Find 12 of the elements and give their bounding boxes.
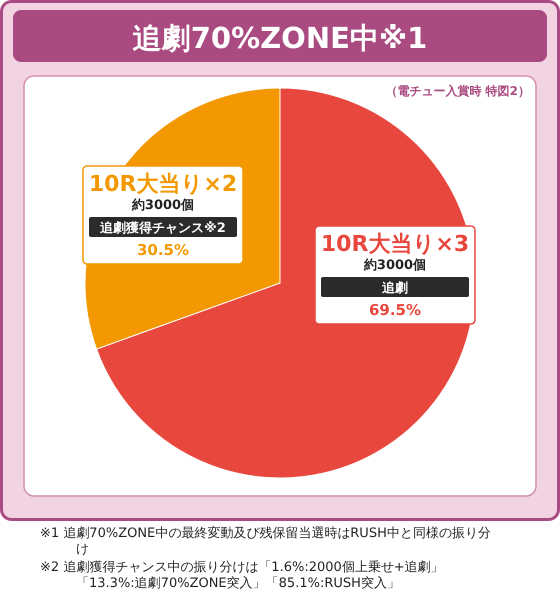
chart-subtitle: （電チュー入賞時 特図2） [385,84,530,98]
data-label: 69.5% [368,301,422,319]
text: 約3000個 [362,258,426,273]
text: ※2 追劇獲得チャンス中の振り分けは「1.6%:2000個上乗せ+追劇」「13.3%:追劇70%ZONE突入」「85.1%:RUSH突入」 [40,560,445,592]
text: ※1 追劇70%ZONE中の最終変動及び残保留当選時はRUSH中と同様の振り分け [40,526,492,558]
text: 追劇獲得チャンス※2 [99,221,226,236]
text: 追劇 [381,281,408,296]
text: 約3000個 [130,198,194,213]
data-label: 30.5% [136,241,190,259]
slice-label: 10R大当り×3 [320,232,470,257]
chart-title: 追劇70%ZONE中※1 [132,21,428,55]
slice-label: 10R大当り×2 [88,172,238,197]
